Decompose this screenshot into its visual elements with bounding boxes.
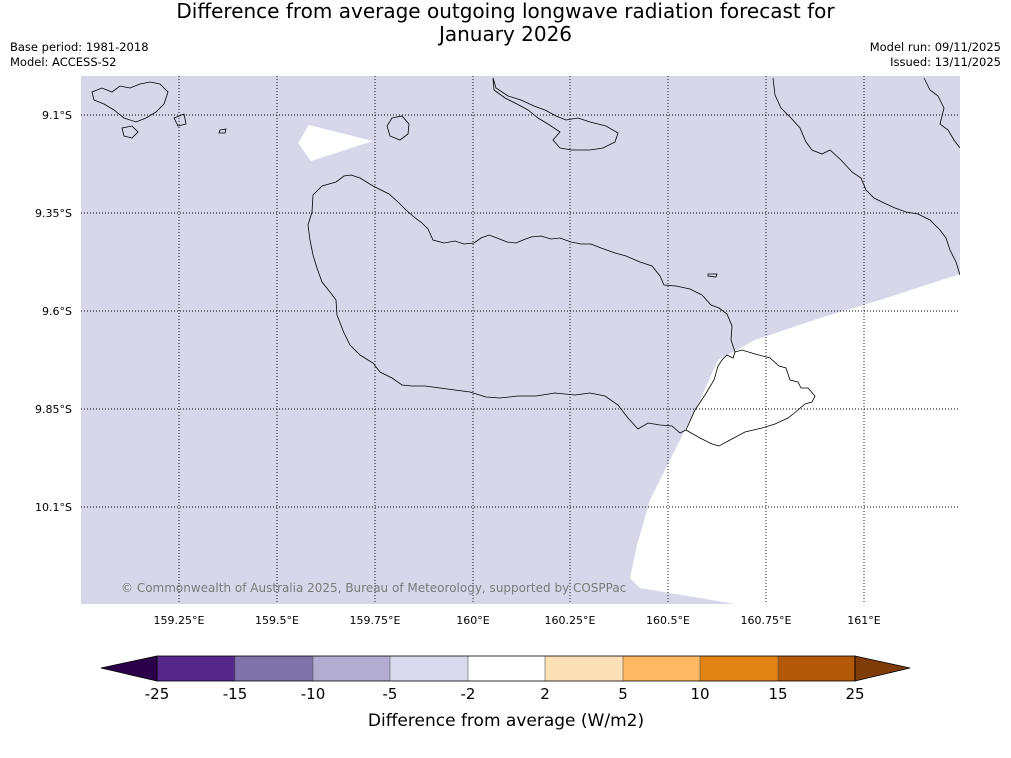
colorbar-label: 25 [845, 685, 864, 703]
neutral-regions [298, 125, 960, 604]
coastline-north-island [492, 77, 619, 151]
lat-label: 9.85°S [35, 403, 72, 416]
coastline-islet-a [218, 128, 227, 134]
lon-label: 159.75°E [350, 614, 401, 627]
coastline-northwest-islands [91, 81, 169, 123]
coastline-small-island-north [386, 115, 410, 141]
colorbar-label: 2 [540, 685, 550, 703]
colorbar-dividers [234, 656, 779, 681]
colorbar-segment [157, 656, 235, 681]
colorbar-label: -5 [383, 685, 398, 703]
issued-text: Issued: 13/11/2025 [890, 55, 1001, 69]
lat-label: 9.6°S [42, 305, 72, 318]
meta-right: Model run: 09/11/2025 Issued: 13/11/2025 [870, 40, 1001, 70]
colorbar-label: -10 [301, 685, 326, 703]
neutral-region-small [298, 125, 373, 161]
colorbar-label: -2 [461, 685, 476, 703]
lat-label: 9.1°S [42, 109, 72, 122]
neutral-region-large [630, 274, 960, 604]
colorbar-label: 15 [768, 685, 787, 703]
colorbar-segment [545, 656, 623, 681]
coastlines [91, 77, 960, 447]
coastline-northwest-islet [121, 125, 139, 139]
lat-labels: 9.1°S 9.35°S 9.6°S 9.85°S 10.1°S [35, 109, 72, 514]
gridlines [81, 76, 960, 604]
title-line-1: Difference from average outgoing longwav… [176, 0, 835, 23]
lon-label: 159.5°E [255, 614, 299, 627]
model-run-text: Model run: 09/11/2025 [869, 40, 1001, 54]
lon-label: 161°E [847, 614, 880, 627]
colorbar-labels: -25 -15 -10 -5 -2 2 5 10 15 25 [145, 685, 865, 703]
colorbar-segment [700, 656, 778, 681]
colorbar-segment [313, 656, 390, 681]
lat-label: 10.1°S [35, 501, 72, 514]
lon-label: 159.25°E [154, 614, 205, 627]
colorbar-segment [468, 656, 545, 681]
map-area: 9.1°S 9.35°S 9.6°S 9.85°S 10.1°S 159.25°… [35, 76, 960, 627]
colorbar-label: 5 [618, 685, 628, 703]
colorbar-extend-high [854, 655, 911, 682]
coastline-northeast-island [772, 77, 960, 276]
chart-title: Difference from average outgoing longwav… [0, 0, 1011, 46]
base-period-text: Base period: 1981-2018 [10, 40, 149, 54]
colorbar-label: 10 [690, 685, 709, 703]
colorbar-segment [390, 656, 468, 681]
coastline-main-island [307, 174, 736, 434]
colorbar-title: Difference from average (W/m2) [368, 711, 644, 731]
colorbar-extend-low [100, 655, 158, 682]
lon-label: 160.75°E [741, 614, 792, 627]
lon-labels: 159.25°E 159.5°E 159.75°E 160°E 160.25°E… [154, 614, 881, 627]
colorbar: -25 -15 -10 -5 -2 2 5 10 15 25 Differenc… [100, 655, 911, 731]
lat-label: 9.35°S [35, 207, 72, 220]
colorbar-segment [623, 656, 700, 681]
model-text: Model: ACCESS-S2 [10, 55, 117, 69]
colorbar-outline [156, 655, 856, 682]
coastline-islet-b [707, 273, 718, 278]
meta-left: Base period: 1981-2018 Model: ACCESS-S2 [10, 40, 149, 70]
colorbar-label: -25 [145, 685, 170, 703]
lon-label: 160°E [456, 614, 489, 627]
lon-label: 160.5°E [646, 614, 690, 627]
colorbar-label: -15 [223, 685, 248, 703]
title-line-2: January 2026 [438, 22, 573, 46]
colorbar-segment [778, 656, 855, 681]
copyright-notice: © Commonwealth of Australia 2025, Bureau… [121, 581, 626, 595]
coastline-northeast-edge [923, 77, 960, 149]
coastline-southeast-island [685, 349, 816, 447]
colorbar-segment [235, 656, 313, 681]
lon-label: 160.25°E [545, 614, 596, 627]
